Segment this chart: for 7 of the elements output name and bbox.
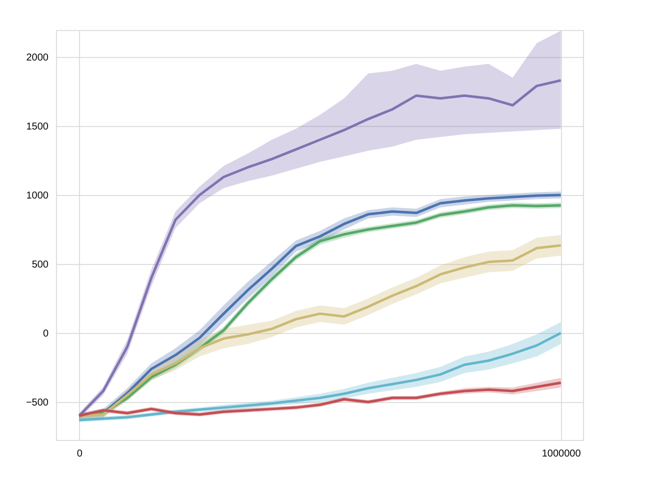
y-tick-label: 1000 (26, 190, 49, 202)
y-tick-label: 500 (32, 259, 49, 270)
y-tick-label: 0 (42, 328, 49, 340)
y-tick-label: −500 (26, 398, 49, 409)
y-tick-label: 2000 (26, 52, 49, 64)
x-tick-label: 1000000 (542, 448, 582, 460)
y-tick-label: 1500 (26, 121, 49, 132)
